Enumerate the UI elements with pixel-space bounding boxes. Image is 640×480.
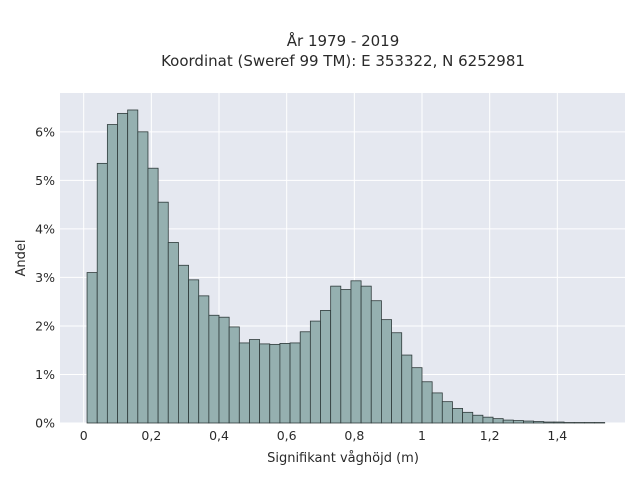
histogram-bar — [96, 162, 108, 424]
histogram-bar — [249, 339, 261, 424]
histogram-bar — [320, 310, 332, 424]
histogram-bar — [441, 401, 453, 424]
y-tick-label: 5% — [35, 173, 55, 188]
histogram-bar — [360, 285, 372, 424]
histogram-bar — [157, 201, 169, 424]
histogram-bar — [279, 343, 291, 424]
histogram-bar — [106, 124, 118, 424]
histogram-bar — [238, 342, 250, 424]
x-tick-label: 0,6 — [277, 428, 297, 443]
histogram-bar — [523, 420, 535, 424]
histogram-bar — [391, 332, 403, 424]
histogram-bar — [350, 280, 362, 424]
histogram-bar — [188, 279, 200, 424]
histogram-bar — [289, 342, 301, 424]
histogram-bar — [482, 416, 494, 424]
histogram-bar — [299, 331, 311, 424]
histogram-bar — [421, 381, 433, 424]
histogram-bar — [137, 131, 149, 424]
histogram-bar — [543, 421, 555, 424]
histogram-bar — [370, 300, 382, 424]
x-tick-label: 0,2 — [141, 428, 161, 443]
y-tick-label: 2% — [35, 318, 55, 333]
histogram-bar — [117, 112, 129, 424]
x-tick-label: 0 — [80, 428, 88, 443]
x-axis-label: Signifikant våghöjd (m) — [267, 451, 419, 466]
histogram-bar — [381, 319, 392, 424]
y-tick-label: 1% — [35, 367, 55, 382]
histogram-bar — [533, 421, 545, 424]
histogram-bar — [147, 167, 159, 424]
chart-title: År 1979 - 2019 — [287, 31, 400, 50]
histogram-bar — [178, 264, 189, 424]
y-tick-label: 3% — [35, 270, 55, 285]
y-tick-label: 4% — [35, 221, 55, 236]
histogram-bar — [228, 326, 240, 424]
histogram-bar — [86, 272, 98, 424]
histogram-bar — [411, 367, 423, 424]
histogram-bar — [401, 354, 413, 424]
histogram-bar — [127, 109, 139, 424]
histogram-bar — [502, 419, 514, 424]
histogram-bar — [492, 418, 504, 424]
histogram-bar — [167, 242, 179, 424]
histogram-bar — [553, 421, 565, 424]
histogram-bar — [452, 408, 464, 424]
x-tick-label: 0,8 — [344, 428, 364, 443]
histogram-bar — [309, 320, 321, 424]
x-tick-label: 1,4 — [547, 428, 567, 443]
x-tick-label: 1 — [418, 428, 426, 443]
histogram-bar — [340, 289, 352, 424]
y-axis-label: Andel — [14, 240, 29, 277]
bars — [86, 109, 606, 424]
y-tick-label: 6% — [35, 124, 55, 139]
histogram-bar — [218, 316, 230, 424]
histogram-bar — [198, 295, 210, 424]
x-tick-label: 1,2 — [480, 428, 500, 443]
histogram-bar — [269, 343, 281, 424]
histogram-bar — [472, 414, 484, 424]
y-tick-label: 0% — [35, 416, 55, 431]
y-axis-ticks: 0% 1% 2% 3% 4% 5% 6% — [35, 124, 55, 430]
histogram-bar — [462, 411, 474, 424]
histogram-bar — [259, 343, 271, 424]
histogram-bar — [512, 420, 524, 424]
x-axis-ticks: 0 0,2 0,4 0,6 0,8 1 1,2 1,4 — [80, 428, 568, 443]
x-tick-label: 0,4 — [209, 428, 229, 443]
chart-subtitle: Koordinat (Sweref 99 TM): E 353322, N 62… — [161, 52, 525, 70]
histogram-bar — [208, 314, 220, 424]
histogram-bar — [330, 285, 342, 424]
histogram-bar — [431, 392, 443, 424]
